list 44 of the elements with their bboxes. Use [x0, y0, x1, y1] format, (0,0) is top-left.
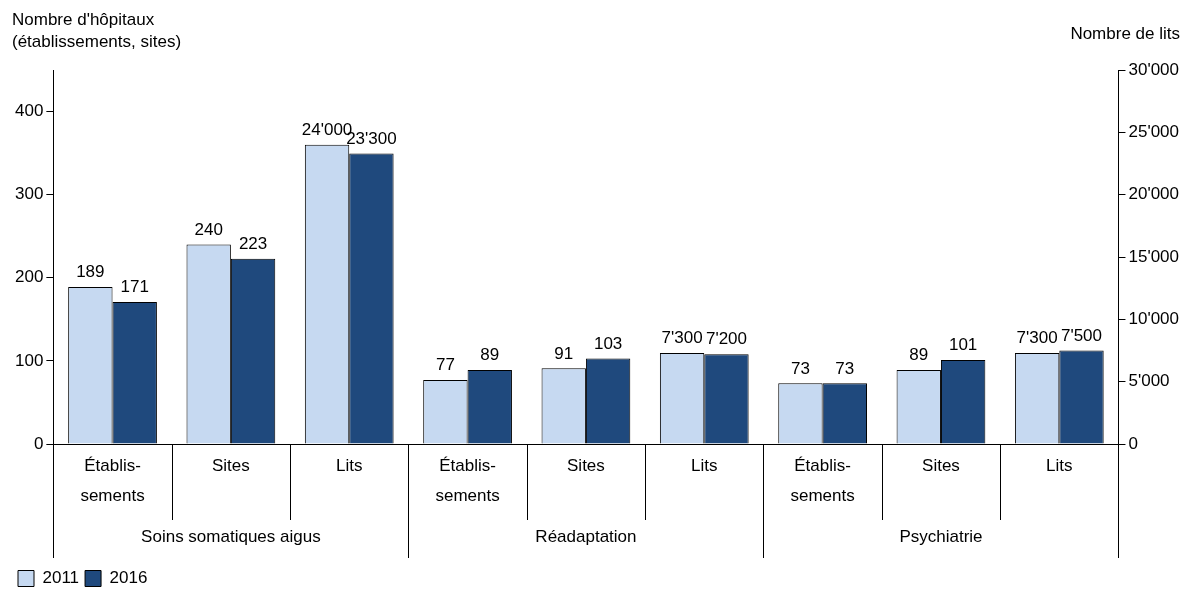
data-label: 73 [790, 358, 810, 378]
x-tick-label: Établis-sements [790, 456, 855, 506]
y2-tick-label: 20'000 [1128, 184, 1180, 204]
x-tick-label: Sites [567, 456, 605, 476]
x-tick-label: Établis-sements [80, 456, 145, 506]
data-label: 77 [435, 355, 455, 375]
y2-tick-label: 5'000 [1128, 371, 1170, 391]
y-tick-label: 200 [14, 267, 44, 287]
y-axis-title: Nombre d'hôpitaux (établissements, sites) [12, 10, 182, 52]
data-label: 91 [554, 343, 574, 363]
data-label: 103 [593, 333, 623, 353]
data-label: 7'300 [1016, 328, 1058, 348]
x-tick-label: Sites [922, 456, 960, 476]
legend-label: 2016 [109, 568, 148, 588]
y2-tick-label: 25'000 [1128, 122, 1180, 142]
y-tick-label: 0 [33, 433, 44, 453]
data-label: 223 [238, 233, 268, 253]
text: Réadaptation [535, 527, 637, 547]
data-label: 89 [909, 345, 929, 365]
data-label: 7'500 [1060, 325, 1103, 345]
x-tick-label: Lits [336, 456, 363, 476]
y2-tick-label: 10'000 [1128, 309, 1180, 329]
x-tick-label: Lits [1046, 456, 1073, 476]
data-label: 171 [120, 277, 149, 297]
data-label: 7'200 [705, 329, 747, 349]
data-label: 89 [480, 345, 500, 365]
y2-tick-label: 30'000 [1128, 59, 1180, 79]
x-tick-label: Sites [211, 456, 250, 476]
data-label: 7'300 [661, 328, 703, 348]
text: Psychiatrie [899, 527, 983, 547]
data-label: 189 [76, 262, 105, 282]
x-tick-label: Lits [691, 456, 718, 476]
y2-tick-label: 0 [1128, 433, 1138, 453]
y-tick-label: 100 [14, 350, 44, 370]
x-tick-label: Établis-sements [435, 456, 500, 506]
legend-label: 2011 [42, 568, 80, 588]
y2-axis-title: Nombre de lits [1070, 24, 1180, 44]
y2-tick-label: 15'000 [1128, 246, 1180, 266]
data-label: 240 [194, 219, 223, 239]
y-tick-label: 400 [14, 101, 44, 121]
data-label: 101 [948, 335, 978, 355]
y-tick-label: 300 [14, 184, 44, 204]
text: Soins somatiques aigus [141, 527, 321, 547]
data-label: 73 [835, 358, 855, 378]
